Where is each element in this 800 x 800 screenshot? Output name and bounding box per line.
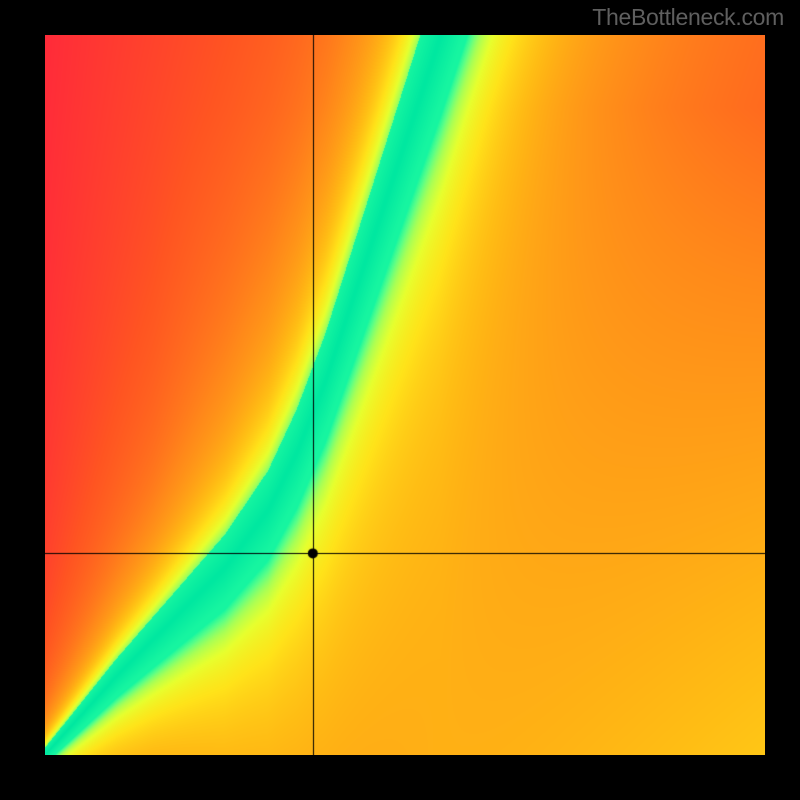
heatmap-canvas [45,35,765,755]
watermark-text: TheBottleneck.com [592,4,784,31]
bottleneck-heatmap [45,35,765,755]
